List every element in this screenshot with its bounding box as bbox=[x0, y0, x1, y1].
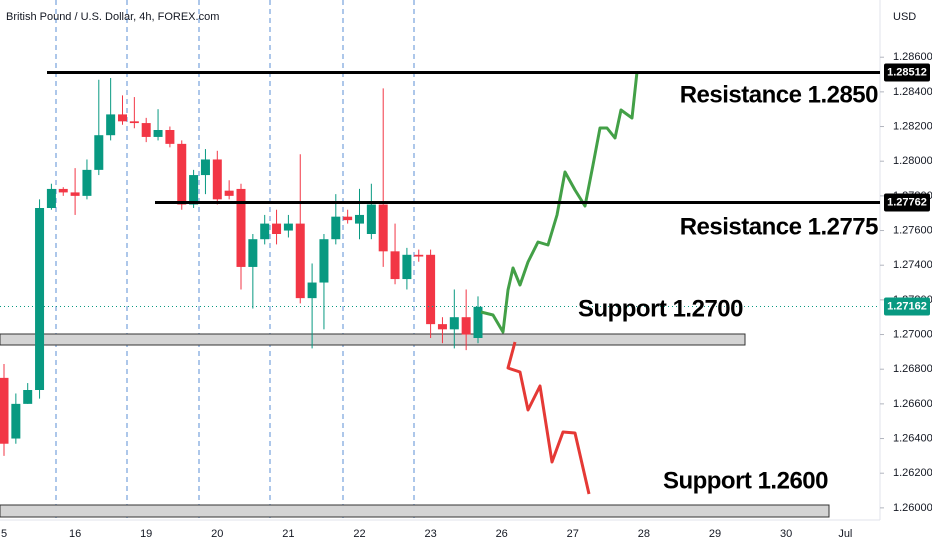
candle-body bbox=[200, 159, 210, 176]
candle-body bbox=[236, 188, 246, 267]
candle-body bbox=[94, 135, 104, 170]
candle-body bbox=[0, 377, 9, 444]
x-tick-label: 20 bbox=[211, 528, 223, 540]
x-tick-label: 21 bbox=[282, 528, 294, 540]
y-tick-label: 1.26600 bbox=[893, 398, 932, 410]
x-tick-label: 22 bbox=[353, 528, 365, 540]
level-label-bg bbox=[884, 193, 930, 212]
y-tick-label: 1.27600 bbox=[893, 224, 932, 236]
support-zone bbox=[0, 333, 746, 346]
candle-body bbox=[118, 114, 127, 122]
y-tick-label: 1.26400 bbox=[893, 432, 932, 444]
x-tick-label: 19 bbox=[140, 528, 152, 540]
candle-body bbox=[260, 223, 270, 240]
bearish-projection bbox=[506, 341, 591, 495]
x-tick-label: 27 bbox=[567, 528, 579, 540]
session-separators bbox=[55, 0, 415, 520]
x-tick-label: 23 bbox=[424, 528, 436, 540]
candle-body bbox=[106, 114, 116, 136]
candle-body bbox=[212, 159, 222, 200]
candle-body bbox=[378, 204, 388, 252]
chart-title: British Pound / U.S. Dollar, 4h, FOREX.c… bbox=[6, 11, 219, 23]
y-tick-label: 1.28600 bbox=[893, 51, 932, 63]
candle-body bbox=[319, 239, 329, 283]
y-axis-label: USD bbox=[893, 11, 916, 23]
candle-body bbox=[283, 223, 293, 231]
last-price-bg bbox=[884, 297, 930, 316]
x-tick-label: Jul bbox=[838, 528, 852, 540]
candle-body bbox=[248, 239, 258, 267]
y-tick-label: 1.28400 bbox=[893, 86, 932, 98]
annotation: Support 1.2700 bbox=[578, 295, 743, 322]
candle-body bbox=[189, 175, 199, 205]
candle-body bbox=[437, 324, 447, 330]
candle-body bbox=[11, 403, 21, 439]
level-label: 1.28512 bbox=[887, 66, 927, 78]
bullish-projection bbox=[480, 71, 639, 334]
candle-body bbox=[343, 216, 353, 221]
x-tick-label: 28 bbox=[638, 528, 650, 540]
level-label: 1.27762 bbox=[887, 196, 927, 208]
candle-body bbox=[58, 188, 68, 193]
y-tick-label: 1.26200 bbox=[893, 467, 932, 479]
x-tick-label: 30 bbox=[780, 528, 792, 540]
candle-body bbox=[402, 254, 412, 280]
candle-body bbox=[129, 121, 139, 124]
candle-body bbox=[224, 190, 234, 196]
candle-body bbox=[355, 214, 364, 224]
candle-body bbox=[70, 192, 80, 196]
y-tick-label: 1.26000 bbox=[893, 502, 932, 514]
y-tick-label: 1.27000 bbox=[893, 328, 932, 340]
support-zone bbox=[0, 504, 830, 518]
x-tick-label: 26 bbox=[496, 528, 508, 540]
y-tick-label: 1.28200 bbox=[893, 120, 932, 132]
candle-body bbox=[272, 223, 282, 234]
y-tick-label: 1.27400 bbox=[893, 259, 932, 271]
candle-body bbox=[414, 254, 424, 257]
candle-body bbox=[35, 208, 45, 390]
candle-body bbox=[390, 251, 400, 280]
x-tick-label: 16 bbox=[69, 528, 81, 540]
annotation: Resistance 1.2850 bbox=[680, 81, 878, 108]
candle-body bbox=[23, 390, 33, 404]
candle-body bbox=[141, 123, 151, 137]
candle-body bbox=[331, 216, 341, 240]
last-price-label: 1.27162 bbox=[887, 300, 927, 312]
candle-body bbox=[177, 143, 187, 205]
annotation: Resistance 1.2775 bbox=[680, 213, 878, 240]
candle-body bbox=[82, 169, 92, 196]
candle-body bbox=[165, 130, 175, 144]
level-label-bg bbox=[884, 63, 930, 82]
candle-body bbox=[461, 317, 471, 335]
x-tick-label: 5 bbox=[1, 528, 7, 540]
candle-body bbox=[307, 282, 317, 299]
candle-body bbox=[153, 130, 163, 137]
candle-body bbox=[46, 188, 56, 208]
candle-body bbox=[449, 317, 459, 330]
candle-body bbox=[295, 223, 305, 299]
annotation: Support 1.2600 bbox=[663, 467, 828, 494]
candle-body bbox=[473, 306, 483, 338]
x-tick-label: 29 bbox=[709, 528, 721, 540]
candle-body bbox=[366, 204, 376, 234]
candle-body bbox=[426, 254, 436, 325]
y-tick-label: 1.28000 bbox=[893, 155, 932, 167]
y-tick-label: 1.26800 bbox=[893, 363, 932, 375]
